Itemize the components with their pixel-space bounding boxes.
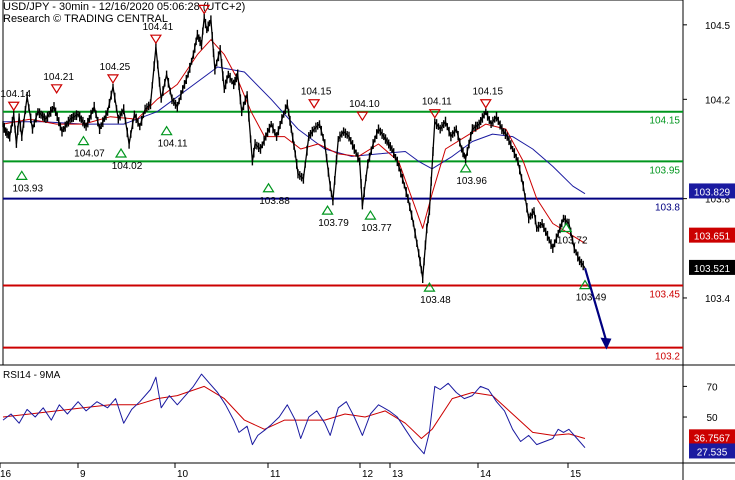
rsi-title: RSI14 - 9MA <box>3 370 61 381</box>
swing-high-label: 104.15 <box>472 87 503 98</box>
swing-high-label: 104.15 <box>301 87 332 98</box>
rsi-line <box>2 373 586 455</box>
swing-low-marker <box>560 222 573 233</box>
price-panel-frame <box>2 0 684 366</box>
time-tick-label: 12 <box>362 469 374 480</box>
swing-low-label: 104.07 <box>74 149 105 160</box>
swing-low-label: 103.72 <box>557 236 588 247</box>
level-label-s1: 103.45 <box>649 290 680 301</box>
swing-high-label: 104.41 <box>143 22 174 33</box>
price-tick-label: 103.4 <box>705 294 730 305</box>
level-label-s2: 103.2 <box>655 352 680 363</box>
time-tick-label: 16 <box>0 469 12 480</box>
swing-low-label: 103.77 <box>361 223 392 234</box>
price-badge <box>689 259 735 275</box>
chart-title: USD/JPY - 30min - 12/16/2020 05:06:28 (U… <box>3 1 246 13</box>
rsi-badge-label: 27.535 <box>697 447 728 458</box>
time-tick-label: 13 <box>392 469 404 480</box>
ma-slow-line <box>3 66 586 195</box>
price-badge <box>689 183 735 199</box>
rsi-tick-label: 70 <box>706 382 718 393</box>
swing-low-marker <box>77 135 90 146</box>
swing-high-marker <box>149 34 162 45</box>
swing-low-label: 103.49 <box>576 293 607 304</box>
swing-low-label: 103.48 <box>420 295 451 306</box>
swing-high-marker <box>198 4 211 15</box>
projection-arrow-head <box>600 337 612 350</box>
swing-low-marker <box>160 125 173 136</box>
swing-high-marker <box>308 99 321 109</box>
time-tick-label: 9 <box>80 469 86 480</box>
projection-arrow-line <box>583 267 608 342</box>
swing-low-marker <box>15 170 28 180</box>
swing-low-label: 103.88 <box>259 196 290 207</box>
swing-high-label: 104.14 <box>0 89 31 100</box>
swing-low-label: 103.96 <box>456 176 487 187</box>
swing-low-label: 104.02 <box>112 161 143 172</box>
time-tick-label: 14 <box>480 469 492 480</box>
price-badge-label: 103.829 <box>694 187 731 198</box>
swing-low-label: 103.79 <box>318 218 349 229</box>
price-line <box>2 16 586 279</box>
swing-high-marker <box>479 99 492 109</box>
swing-low-marker <box>578 279 592 290</box>
price-tick-label: 104.2 <box>705 95 730 106</box>
rsi-badge <box>689 443 735 459</box>
swing-high-marker <box>7 101 20 112</box>
swing-low-marker <box>364 209 377 220</box>
rsi-badge-label: 36.7567 <box>694 433 731 444</box>
swing-low-marker <box>459 162 472 173</box>
level-label-pivot: 103.8 <box>655 203 680 214</box>
swing-low-marker <box>321 204 334 215</box>
price-tick-label: 104.5 <box>705 21 730 32</box>
rsi-badge <box>689 429 735 445</box>
swing-low-marker <box>262 182 275 193</box>
price-badge-label: 103.521 <box>694 264 731 275</box>
level-label-r2: 103.95 <box>649 165 680 176</box>
time-tick-label: 11 <box>270 469 281 480</box>
swing-high-label: 104.10 <box>349 99 380 110</box>
swing-high-label: 104.21 <box>43 72 74 83</box>
price-badge <box>689 227 735 243</box>
swing-low-marker <box>114 147 128 158</box>
swing-low-marker <box>423 281 436 292</box>
swing-high-label: 104.11 <box>422 97 452 108</box>
time-tick-label: 15 <box>570 469 582 480</box>
level-label-r1: 104.15 <box>649 116 680 127</box>
rsi-ma-line <box>2 385 586 439</box>
swing-low-label: 103.93 <box>12 183 43 194</box>
swing-high-marker <box>50 84 63 94</box>
price-badge-label: 103.651 <box>694 232 731 243</box>
time-tick-label: 10 <box>177 469 189 480</box>
swing-high-marker <box>356 111 369 122</box>
swing-high-marker <box>428 109 441 119</box>
swing-high-marker <box>106 74 120 85</box>
chart-subtitle: Research © TRADING CENTRAL <box>3 13 168 25</box>
swing-low-label: 104.11 <box>158 139 188 150</box>
rsi-tick-label: 50 <box>706 413 718 424</box>
price-tick-label: 103.8 <box>705 195 730 206</box>
swing-high-label: 104.25 <box>100 62 131 73</box>
